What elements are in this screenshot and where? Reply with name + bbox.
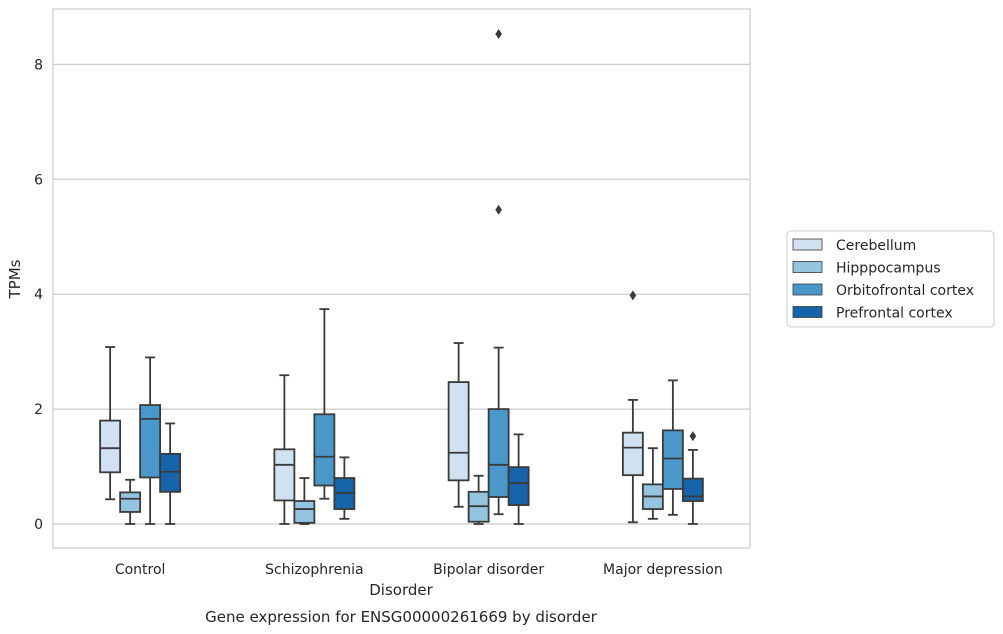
x-axis-title: Disorder: [369, 581, 433, 599]
x-tick-label: Bipolar disorder: [433, 562, 544, 578]
x-tick-label: Schizophrenia: [265, 562, 363, 578]
box-plot-box: [313, 308, 336, 500]
box-plot-box: [119, 478, 142, 525]
box-plot-box: [621, 290, 644, 524]
legend-label: Hipppocampus: [836, 261, 941, 277]
box-plot-box: [641, 447, 664, 520]
legend-swatch: [792, 306, 823, 318]
box-body: [681, 477, 704, 502]
box-plot-box: [273, 374, 296, 525]
y-axis-ticks: 0 2 4 6 8: [34, 57, 43, 533]
x-tick-label: Control: [115, 562, 166, 578]
x-axis-ticks: Control Schizophrenia Bipolar disorder Majo…: [115, 562, 723, 578]
legend-frame: [786, 230, 995, 328]
box-body: [159, 453, 182, 493]
box-plot-box: [159, 422, 182, 525]
box-body: [139, 404, 162, 479]
box-body: [313, 413, 336, 487]
legend-swatch: [792, 283, 823, 296]
y-tick-label: 2: [34, 402, 43, 418]
legend-label: Orbitofrontal cortex: [836, 283, 974, 299]
y-tick-label: 4: [34, 287, 43, 303]
box-plot-box: [507, 433, 530, 525]
y-axis-title: TPMs: [6, 259, 24, 299]
legend-label: Prefrontal cortex: [836, 306, 953, 322]
box-plot-box: [661, 379, 684, 516]
legend-swatch: [792, 261, 823, 273]
box-body: [507, 466, 530, 506]
box-body: [447, 381, 470, 482]
box-plot-box: [681, 431, 704, 525]
outlier-point: [689, 431, 697, 442]
chart-caption: Gene expression for ENSG00000261669 by d…: [205, 608, 598, 626]
box-plot-box: [487, 28, 510, 516]
box-body: [293, 500, 316, 524]
outlier-point: [629, 290, 637, 301]
box-plot-box: [293, 477, 316, 525]
box-body: [119, 491, 142, 513]
outlier-point: [495, 28, 502, 39]
y-tick-label: 6: [34, 172, 43, 188]
gridlines: [53, 63, 750, 525]
box-body: [661, 429, 684, 490]
legend-label: Cerebellum: [836, 238, 916, 254]
legend: Cerebellum Hipppocampus Orbitofrontal cort…: [786, 230, 995, 328]
plot-frame: [52, 8, 751, 549]
box-plot-box: [447, 342, 470, 508]
legend-swatch: [792, 238, 823, 251]
box-plot-box: [99, 346, 122, 501]
box-plot-area: [99, 28, 704, 525]
box-plot-box: [333, 456, 356, 520]
box-body: [487, 408, 510, 498]
x-tick-label: Major depression: [603, 562, 723, 578]
box-plot-box: [467, 474, 490, 525]
box-body: [621, 431, 644, 477]
outlier-point: [495, 204, 502, 215]
y-tick-label: 8: [34, 57, 43, 73]
box-body: [99, 419, 122, 474]
box-plot-box: [139, 356, 162, 525]
y-tick-label: 0: [34, 517, 43, 533]
box-body: [273, 448, 296, 502]
